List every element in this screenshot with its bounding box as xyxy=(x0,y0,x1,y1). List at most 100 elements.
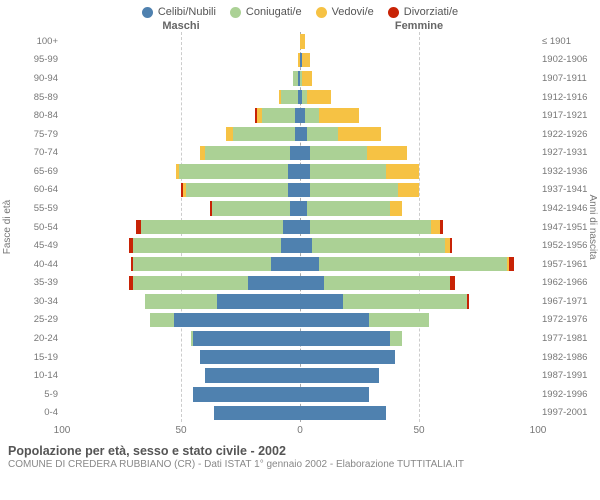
segment-co xyxy=(312,238,445,252)
bar-female xyxy=(300,313,538,327)
segment-v xyxy=(307,90,331,104)
segment-c xyxy=(300,238,312,252)
segment-co xyxy=(305,108,319,122)
age-tick: 35-39 xyxy=(8,274,58,293)
birth-tick: 1927-1931 xyxy=(542,143,592,162)
bar-male xyxy=(62,350,300,364)
segment-c xyxy=(271,257,300,271)
birth-tick: 1967-1971 xyxy=(542,292,592,311)
bar-female xyxy=(300,53,538,67)
segment-co xyxy=(150,313,174,327)
segment-v xyxy=(386,164,419,178)
segment-co xyxy=(319,257,507,271)
age-tick: 70-74 xyxy=(8,143,58,162)
segment-c xyxy=(290,201,300,215)
legend-item: Vedovi/e xyxy=(316,6,374,18)
segment-c xyxy=(300,183,310,197)
pyramid-row xyxy=(62,125,538,144)
segment-c xyxy=(300,257,319,271)
pyramid-row xyxy=(62,106,538,125)
pyramid-row xyxy=(62,199,538,218)
segment-co xyxy=(133,257,271,271)
segment-co xyxy=(369,313,429,327)
age-tick: 25-29 xyxy=(8,311,58,330)
bar-male xyxy=(62,90,300,104)
segment-co xyxy=(145,294,216,308)
age-tick: 55-59 xyxy=(8,199,58,218)
pyramid-row xyxy=(62,32,538,51)
pyramid-row xyxy=(62,348,538,367)
bar-female xyxy=(300,90,538,104)
bar-female xyxy=(300,406,538,420)
segment-c xyxy=(214,406,300,420)
age-tick: 90-94 xyxy=(8,69,58,88)
bar-female xyxy=(300,34,538,48)
pyramid-row xyxy=(62,255,538,274)
birth-tick: 1942-1946 xyxy=(542,199,592,218)
y-axis-title-right: Anni di nascita xyxy=(587,194,598,259)
age-tick: 95-99 xyxy=(8,51,58,70)
bar-male xyxy=(62,238,300,252)
segment-v xyxy=(390,201,402,215)
birth-tick: 1952-1956 xyxy=(542,236,592,255)
pyramid-row xyxy=(62,236,538,255)
bar-female xyxy=(300,368,538,382)
x-tick: 100 xyxy=(530,425,547,436)
bar-male xyxy=(62,34,300,48)
legend-swatch xyxy=(142,7,153,18)
age-tick: 65-69 xyxy=(8,162,58,181)
segment-co xyxy=(141,220,284,234)
segment-co xyxy=(281,90,298,104)
bar-female xyxy=(300,183,538,197)
segment-c xyxy=(174,313,300,327)
segment-c xyxy=(193,331,300,345)
segment-c xyxy=(300,146,310,160)
pyramid-row xyxy=(62,385,538,404)
bar-female xyxy=(300,294,538,308)
segment-c xyxy=(281,238,300,252)
age-tick: 75-79 xyxy=(8,125,58,144)
legend-label: Vedovi/e xyxy=(332,6,374,18)
birth-tick: 1932-1936 xyxy=(542,162,592,181)
population-pyramid-chart: Celibi/NubiliConiugati/eVedovi/eDivorzia… xyxy=(0,0,600,500)
segment-co xyxy=(390,331,402,345)
bar-male xyxy=(62,108,300,122)
bar-female xyxy=(300,71,538,85)
birth-tick: 1912-1916 xyxy=(542,88,592,107)
pyramid-row xyxy=(62,274,538,293)
bar-male xyxy=(62,406,300,420)
segment-d xyxy=(450,276,455,290)
segment-v xyxy=(302,71,312,85)
segment-co xyxy=(343,294,467,308)
birth-tick: 1917-1921 xyxy=(542,106,592,125)
segment-c xyxy=(288,183,300,197)
y-axis-age: 100+95-9990-9485-8980-8475-7970-7465-696… xyxy=(8,32,62,422)
legend-swatch xyxy=(316,7,327,18)
bar-female xyxy=(300,201,538,215)
pyramid-row xyxy=(62,311,538,330)
segment-co xyxy=(310,183,398,197)
bar-male xyxy=(62,276,300,290)
bar-female xyxy=(300,220,538,234)
segment-c xyxy=(300,331,390,345)
segment-c xyxy=(205,368,300,382)
x-tick: 50 xyxy=(413,425,424,436)
bar-male xyxy=(62,183,300,197)
segment-d xyxy=(509,257,514,271)
segment-c xyxy=(300,220,310,234)
bar-female xyxy=(300,108,538,122)
segment-co xyxy=(310,220,431,234)
pyramid-row xyxy=(62,181,538,200)
segment-c xyxy=(288,164,300,178)
age-tick: 100+ xyxy=(8,32,58,51)
bar-male xyxy=(62,294,300,308)
birth-tick: 1922-1926 xyxy=(542,125,592,144)
pyramid-row xyxy=(62,143,538,162)
segment-co xyxy=(307,127,338,141)
segment-c xyxy=(300,164,310,178)
bar-male xyxy=(62,127,300,141)
x-tick: 100 xyxy=(54,425,71,436)
bar-male xyxy=(62,53,300,67)
legend-item: Celibi/Nubili xyxy=(142,6,216,18)
segment-c xyxy=(300,201,307,215)
